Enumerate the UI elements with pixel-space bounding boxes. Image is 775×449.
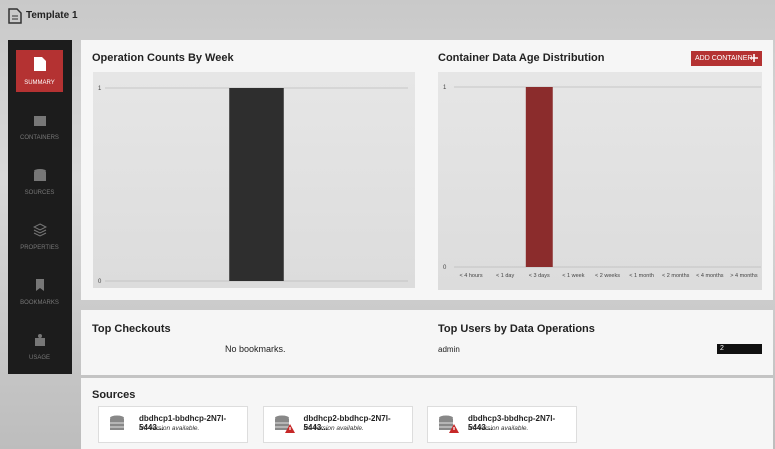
chart: 01 [98, 86, 408, 285]
stats-panel: Top Checkouts No bookmarks. Top Users by… [81, 310, 773, 375]
section-title: Top Checkouts [92, 323, 171, 335]
chart-area: 0 1 < 4 hours < 1 day < 3 days < 1 week < 2 we… [438, 72, 762, 290]
template-icon [8, 8, 22, 24]
user-count: 2 [717, 344, 762, 354]
y-tick-label: 0 [443, 265, 447, 271]
source-card[interactable]: dbdhcp2-bbdhcp-2N7l-5443... No version av… [262, 406, 413, 443]
x-tick-label: < 4 hours [459, 273, 483, 279]
x-tick-label: < 2 months [662, 273, 690, 279]
x-tick-label: < 1 day [496, 273, 515, 279]
y-tick-label: 1 [443, 85, 447, 91]
source-card[interactable]: dbdhcp1-bbdhcp-2N7l-5443... No version av… [98, 406, 248, 443]
nav-label: PROPERTIES [20, 245, 59, 251]
source-status: No version available. [468, 425, 529, 432]
bar [525, 87, 553, 267]
nav-item[interactable]: PROPERTIES [16, 215, 63, 257]
nav-item[interactable]: BOOKMARKS [16, 270, 63, 312]
x-tick-label: < 4 months [696, 273, 724, 279]
sidebar: SUMMARY CONTAINERS SOURCES PROPERTIES BO… [8, 40, 72, 374]
x-tick-label: < 1 week [562, 273, 585, 279]
section-title: Top Users by Data Operations [438, 323, 595, 335]
nav-item[interactable]: SOURCES [16, 160, 63, 202]
empty-message: No bookmarks. [225, 344, 286, 354]
nav-item[interactable]: SUMMARY [16, 50, 63, 92]
source-icon [439, 415, 459, 433]
button-label: ADD CONTAINER [695, 55, 753, 62]
source-card[interactable]: dbdhcp3-bbdhcp-2N7l-5443... No version av… [427, 406, 577, 443]
nav-label: CONTAINERS [20, 135, 59, 141]
y-tick-label: 0 [98, 279, 102, 285]
nav-item[interactable]: CONTAINERS [16, 105, 63, 147]
source-status: No version available. [303, 425, 364, 432]
nav-label: USAGE [28, 355, 50, 361]
nav-label: BOOKMARKS [20, 300, 59, 306]
nav-label: SOURCES [24, 190, 55, 196]
x-tick-label: < 2 weeks [595, 273, 620, 279]
bar [229, 88, 284, 281]
source-name: dbdhcp3-bbdhcp-2N7l-5443... [468, 414, 556, 432]
add-container-button[interactable]: ADD CONTAINER [691, 51, 762, 66]
source-name: dbdhcp1-bbdhcp-2N7l-5443... [139, 414, 227, 432]
nav-label: SUMMARY [24, 80, 55, 86]
chart-title: Operation Counts By Week [92, 52, 234, 64]
chart: 01 [443, 85, 761, 271]
chart-title: Container Data Age Distribution [438, 52, 605, 64]
x-tick-label: < 3 days [528, 273, 550, 279]
source-status: No version available. [139, 425, 200, 432]
source-icon [274, 415, 295, 433]
nav-item[interactable]: USAGE [16, 325, 63, 367]
source-icon [110, 415, 124, 430]
section-title: Sources [92, 389, 136, 401]
page-title: Template 1 [26, 10, 78, 21]
source-name: dbdhcp2-bbdhcp-2N7l-5443... [303, 414, 391, 432]
y-tick-label: 1 [98, 86, 102, 92]
x-tick-label: > 4 months [730, 273, 758, 279]
user-name: admin [438, 345, 460, 354]
x-tick-label: < 1 month [629, 273, 654, 279]
